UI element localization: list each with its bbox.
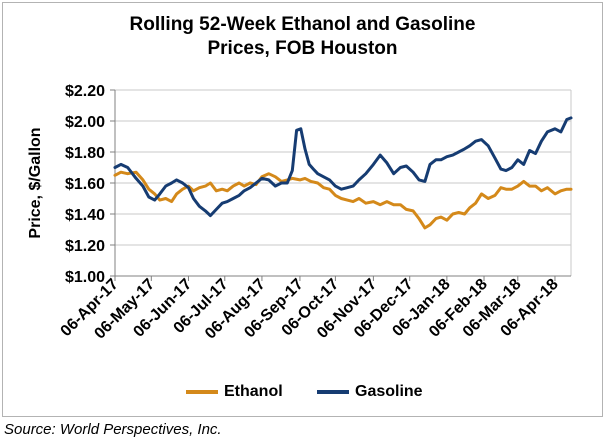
y-tick-label: $1.80: [65, 145, 105, 162]
chart-frame: [2, 2, 603, 417]
gridlines: [115, 89, 571, 246]
y-tick-label: $1.40: [65, 207, 105, 224]
series-line-ethanol: [113, 170, 573, 230]
series-lines: [113, 116, 573, 230]
legend-item-gasoline: Gasoline: [317, 379, 423, 405]
y-tick-label: $1.20: [65, 238, 105, 255]
y-tick-label: $2.20: [65, 83, 105, 100]
legend-label-ethanol: Ethanol: [224, 383, 283, 400]
chart-title-line-1: Rolling 52-Week Ethanol and Gasoline: [129, 14, 476, 35]
legend-swatch-gasoline: [317, 390, 349, 394]
chart-title-line-2: Prices, FOB Houston: [207, 38, 398, 59]
legend-item-ethanol: Ethanol: [186, 379, 283, 405]
source-note: Source: World Perspectives, Inc.: [4, 421, 222, 438]
series-line-gasoline: [113, 116, 573, 218]
y-tick-label: $1.00: [65, 269, 105, 286]
x-tick-labels: 06-Apr-1706-May-1706-Jun-1706-Jul-1706-A…: [58, 276, 562, 343]
chart-title: Rolling 52-Week Ethanol and Gasoline Pri…: [2, 13, 603, 61]
y-axis-title: Price, $/Gallon: [27, 127, 44, 238]
y-tick-label: $2.00: [65, 114, 105, 131]
chart-legend: Ethanol Gasoline: [0, 379, 607, 405]
y-tick-labels: $1.00 $1.20 $1.40 $1.60 $1.80 $2.00 $2.20: [65, 83, 105, 286]
legend-label-gasoline: Gasoline: [355, 383, 423, 400]
y-tick-label: $1.60: [65, 176, 105, 193]
legend-swatch-ethanol: [186, 390, 218, 394]
axes: [110, 89, 572, 281]
